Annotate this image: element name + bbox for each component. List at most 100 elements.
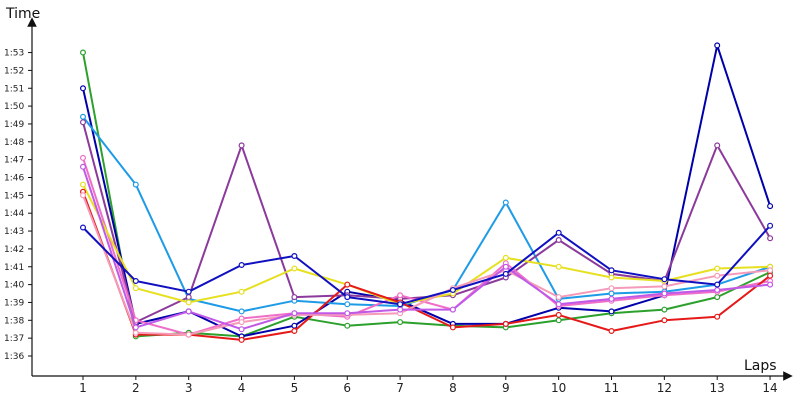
data-point[interactable] xyxy=(79,113,86,120)
data-point[interactable] xyxy=(555,317,562,324)
x-tick-label: 5 xyxy=(291,381,299,395)
y-tick-label: 1:40 xyxy=(4,281,24,291)
data-point[interactable] xyxy=(714,142,721,149)
data-point[interactable] xyxy=(608,285,615,292)
data-point[interactable] xyxy=(608,308,615,315)
data-point[interactable] xyxy=(79,119,86,126)
data-point[interactable] xyxy=(767,281,774,288)
data-point[interactable] xyxy=(397,292,404,299)
data-point[interactable] xyxy=(79,224,86,231)
data-point[interactable] xyxy=(132,181,139,188)
data-point[interactable] xyxy=(608,295,615,302)
data-point[interactable] xyxy=(344,310,351,317)
data-point[interactable] xyxy=(397,306,404,313)
series-line xyxy=(82,191,771,341)
y-tick-label: 1:49 xyxy=(4,120,24,130)
series-line xyxy=(82,166,771,331)
data-point[interactable] xyxy=(714,313,721,320)
data-point[interactable] xyxy=(291,328,298,335)
data-point[interactable] xyxy=(238,288,245,295)
data-point[interactable] xyxy=(502,320,509,327)
axes-group: Time Laps xyxy=(5,6,793,381)
data-point[interactable] xyxy=(661,317,668,324)
data-point[interactable] xyxy=(185,299,192,306)
data-point[interactable] xyxy=(185,308,192,315)
data-point[interactable] xyxy=(661,283,668,290)
data-point[interactable] xyxy=(449,324,456,331)
data-point[interactable] xyxy=(608,274,615,281)
data-point[interactable] xyxy=(344,281,351,288)
y-tick-label: 1:39 xyxy=(4,298,24,308)
data-point[interactable] xyxy=(291,310,298,317)
data-point[interactable] xyxy=(344,294,351,301)
data-point[interactable] xyxy=(608,328,615,335)
data-point[interactable] xyxy=(397,301,404,308)
data-point[interactable] xyxy=(291,294,298,301)
data-point[interactable] xyxy=(661,290,668,297)
data-point[interactable] xyxy=(344,301,351,308)
data-point[interactable] xyxy=(767,272,774,279)
data-point[interactable] xyxy=(555,311,562,318)
series-9 xyxy=(79,163,774,333)
data-point[interactable] xyxy=(291,322,298,329)
data-point[interactable] xyxy=(767,235,774,242)
y-tick-label: 1:45 xyxy=(4,191,24,201)
data-point[interactable] xyxy=(238,308,245,315)
data-point[interactable] xyxy=(714,272,721,279)
data-point[interactable] xyxy=(238,262,245,269)
data-point[interactable] xyxy=(714,294,721,301)
data-point[interactable] xyxy=(79,85,86,92)
data-point[interactable] xyxy=(767,222,774,229)
data-point[interactable] xyxy=(502,263,509,270)
y-tick-label: 1:48 xyxy=(4,138,24,148)
data-point[interactable] xyxy=(79,154,86,161)
y-tick-label: 1:36 xyxy=(4,352,24,362)
data-point[interactable] xyxy=(132,324,139,331)
data-point[interactable] xyxy=(661,306,668,313)
data-point[interactable] xyxy=(291,265,298,272)
data-point[interactable] xyxy=(714,287,721,294)
data-point[interactable] xyxy=(555,294,562,301)
data-point[interactable] xyxy=(291,253,298,260)
y-tick-label: 1:38 xyxy=(4,316,24,326)
x-tick-label: 1 xyxy=(79,381,87,395)
data-point[interactable] xyxy=(79,163,86,170)
data-point[interactable] xyxy=(238,336,245,343)
x-ticks-group: 1 2 3 4 5 6 7 8 9 10 11 12 13 14 xyxy=(79,376,778,395)
data-point[interactable] xyxy=(132,285,139,292)
data-point[interactable] xyxy=(502,254,509,261)
data-point[interactable] xyxy=(79,192,86,199)
x-tick-label: 6 xyxy=(343,381,351,395)
data-point[interactable] xyxy=(132,329,139,336)
data-point[interactable] xyxy=(661,276,668,283)
data-point[interactable] xyxy=(767,267,774,274)
data-point[interactable] xyxy=(767,203,774,210)
data-point[interactable] xyxy=(714,265,721,272)
data-point[interactable] xyxy=(397,319,404,326)
data-point[interactable] xyxy=(238,319,245,326)
data-point[interactable] xyxy=(608,267,615,274)
data-point[interactable] xyxy=(555,301,562,308)
series-7 xyxy=(79,188,774,343)
data-point[interactable] xyxy=(185,294,192,301)
data-point[interactable] xyxy=(608,290,615,297)
data-point[interactable] xyxy=(79,181,86,188)
data-point[interactable] xyxy=(238,142,245,149)
data-point[interactable] xyxy=(132,278,139,285)
data-point[interactable] xyxy=(502,270,509,277)
data-point[interactable] xyxy=(555,229,562,236)
data-point[interactable] xyxy=(502,199,509,206)
data-point[interactable] xyxy=(555,263,562,270)
data-point[interactable] xyxy=(449,306,456,313)
series-line xyxy=(82,194,771,336)
data-point[interactable] xyxy=(185,288,192,295)
data-point[interactable] xyxy=(555,237,562,244)
data-point[interactable] xyxy=(238,326,245,333)
data-point[interactable] xyxy=(79,49,86,56)
data-point[interactable] xyxy=(714,42,721,49)
data-point[interactable] xyxy=(714,281,721,288)
data-point[interactable] xyxy=(185,331,192,338)
data-point[interactable] xyxy=(449,287,456,294)
data-point[interactable] xyxy=(344,322,351,329)
x-axis-title: Laps xyxy=(744,358,777,374)
